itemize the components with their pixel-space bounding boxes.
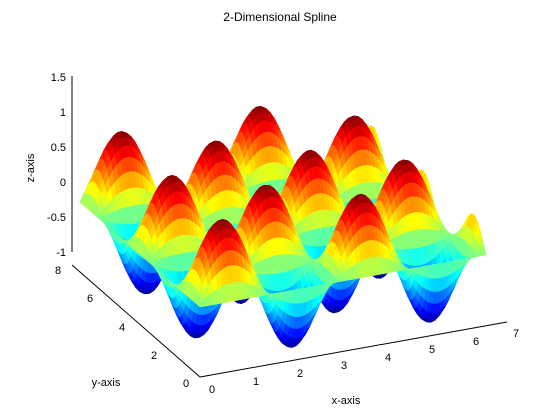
y-tick-label: 0 (183, 378, 189, 390)
x-tick-label: 7 (513, 328, 519, 340)
surface-mesh (80, 106, 486, 347)
y-tick-label: 6 (87, 293, 93, 305)
chart-title: 2-Dimensional Spline (223, 10, 337, 24)
x-tick-label: 6 (473, 336, 479, 348)
z-tick-label: -0.5 (47, 212, 66, 224)
y-tick-label: 4 (119, 322, 125, 334)
x-tick-label: 1 (253, 376, 259, 388)
x-tick-label: 4 (385, 352, 391, 364)
z-tick-label: 0.5 (51, 142, 66, 154)
z-tick-label: -1 (56, 247, 66, 259)
z-ticks: -1 -0.5 0 0.5 1 1.5 (47, 72, 66, 259)
x-tick-label: 3 (341, 360, 347, 372)
x-tick-label: 5 (429, 344, 435, 356)
z-axis-label: z-axis (25, 153, 37, 182)
y-tick-label: 8 (55, 265, 61, 277)
z-tick-label: 0 (60, 177, 66, 189)
x-ticks: 0 1 2 3 4 5 6 7 (209, 328, 519, 396)
y-axis-label: y-axis (92, 377, 121, 389)
x-axis-label: x-axis (332, 395, 361, 407)
z-tick-label: 1 (60, 107, 66, 119)
z-tick-label: 1.5 (51, 72, 66, 84)
x-tick-label: 2 (297, 368, 303, 380)
y-tick-label: 2 (151, 350, 157, 362)
x-axis-line (200, 322, 507, 377)
x-tick-label: 0 (209, 384, 215, 396)
